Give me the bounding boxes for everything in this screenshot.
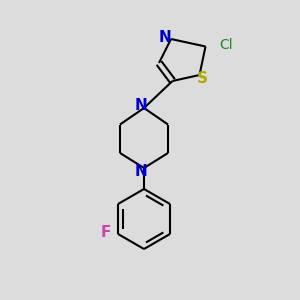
Text: N: N [135, 164, 147, 178]
Text: N: N [135, 98, 147, 112]
Text: F: F [101, 225, 111, 240]
Text: Cl: Cl [219, 38, 232, 52]
Text: N: N [159, 30, 171, 45]
Text: S: S [196, 71, 207, 86]
